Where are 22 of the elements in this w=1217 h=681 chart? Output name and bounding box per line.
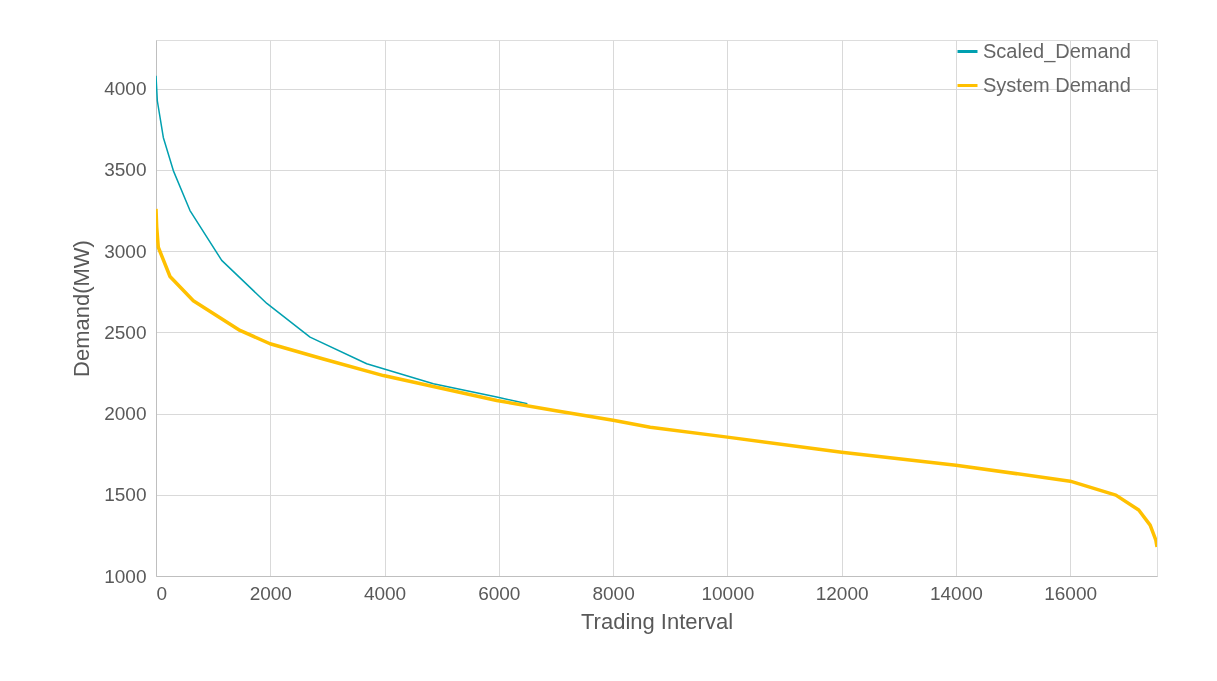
y-axis-title: Demand(MW)	[69, 240, 95, 377]
y-tick-label: 3500	[104, 159, 147, 181]
x-axis-title: Trading Interval	[580, 608, 734, 634]
x-tick-label: 4000	[363, 582, 407, 604]
x-tick-label: 0	[156, 582, 168, 604]
y-tick-label: 3000	[104, 240, 147, 262]
x-tick-label: 6000	[478, 582, 521, 604]
line-series	[156, 74, 529, 405]
y-tick-label: 2000	[104, 403, 147, 425]
y-tick-label: 2500	[104, 321, 147, 343]
x-tick-label: 14000	[929, 582, 983, 604]
x-tick-label: 16000	[1044, 582, 1098, 604]
legend-label: System Demand	[983, 73, 1131, 96]
y-tick-label: 1000	[104, 565, 147, 587]
y-tick-label: 4000	[104, 78, 147, 100]
x-tick-label: 10000	[701, 582, 755, 604]
y-tick-label: 1500	[104, 484, 147, 506]
line-series	[156, 207, 1157, 549]
x-tick-label: 8000	[592, 582, 635, 604]
x-tick-label: 2000	[249, 582, 292, 604]
legend-label: Scaled_Demand	[983, 39, 1131, 63]
x-tick-label: 12000	[815, 582, 869, 604]
